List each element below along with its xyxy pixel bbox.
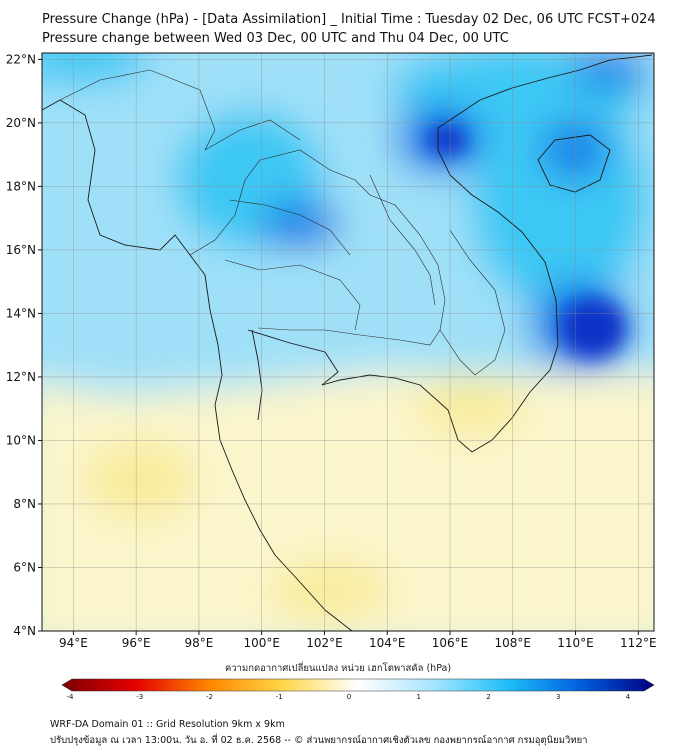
footer-update-info: ปรับปรุงข้อมูล ณ เวลา 13:00น. วัน อ. ที่…: [50, 735, 588, 746]
colorbar-tick-label: -1: [276, 693, 283, 701]
lat-tick-label: 22°N: [6, 52, 36, 66]
footer-model-info: WRF-DA Domain 01 :: Grid Resolution 9km …: [50, 719, 285, 730]
lon-tick-label: 112°E: [620, 636, 657, 650]
lat-tick-label: 6°N: [13, 560, 36, 574]
lon-tick-label: 106°E: [432, 636, 469, 650]
lon-tick-label: 104°E: [369, 636, 406, 650]
lon-tick-label: 98°E: [184, 636, 213, 650]
lon-tick-label: 108°E: [495, 636, 532, 650]
lon-tick-label: 102°E: [306, 636, 343, 650]
lat-tick-label: 14°N: [6, 306, 36, 320]
colorbar-bar: [61, 678, 655, 692]
map-frame: [41, 52, 655, 632]
graticule: [42, 53, 654, 631]
map-title-line2: Pressure change between Wed 03 Dec, 00 U…: [42, 31, 509, 46]
lat-tick-label: 8°N: [13, 497, 36, 511]
colorbar-tick-label: -3: [136, 693, 143, 701]
colorbar-label: ความกดอากาศเปลี่ยนแปลง หน่วย เฮกโตพาสคัล…: [224, 663, 452, 674]
lat-axis: 22°N 20°N 18°N 16°N 14°N 12°N 10°N 8°N 6°N 4°N: [6, 52, 42, 638]
lat-tick-label: 12°N: [6, 370, 36, 384]
colorbar-tick-label: -2: [206, 693, 213, 701]
colorbar-tick-label: 2: [486, 693, 490, 701]
lon-tick-label: 96°E: [122, 636, 151, 650]
colorbar-tick-label: 4: [626, 693, 631, 701]
colorbar: -4 -3 -2 -1 0 1 2 3 4: [61, 678, 655, 701]
lat-tick-label: 16°N: [6, 243, 36, 257]
colorbar-tick-label: -4: [67, 693, 75, 701]
colorbar-tick-label: 0: [347, 693, 351, 701]
colorbar-tick-label: 3: [556, 693, 560, 701]
lon-tick-label: 94°E: [59, 636, 88, 650]
lat-tick-label: 20°N: [6, 116, 36, 130]
lat-tick-label: 18°N: [6, 179, 36, 193]
lat-tick-label: 10°N: [6, 433, 36, 447]
lon-axis: 94°E 96°E 98°E 100°E 102°E 104°E 106°E 108°E 110…: [59, 631, 657, 650]
lat-tick-label: 4°N: [13, 624, 36, 638]
colorbar-ticks: -4 -3 -2 -1 0 1 2 3 4: [67, 693, 631, 701]
pressure-field: [42, 53, 654, 631]
colorbar-tick-label: 1: [417, 693, 421, 701]
map-title-line1: Pressure Change (hPa) - [Data Assimilati…: [42, 12, 656, 27]
lon-tick-label: 100°E: [243, 636, 280, 650]
lon-tick-label: 110°E: [557, 636, 594, 650]
